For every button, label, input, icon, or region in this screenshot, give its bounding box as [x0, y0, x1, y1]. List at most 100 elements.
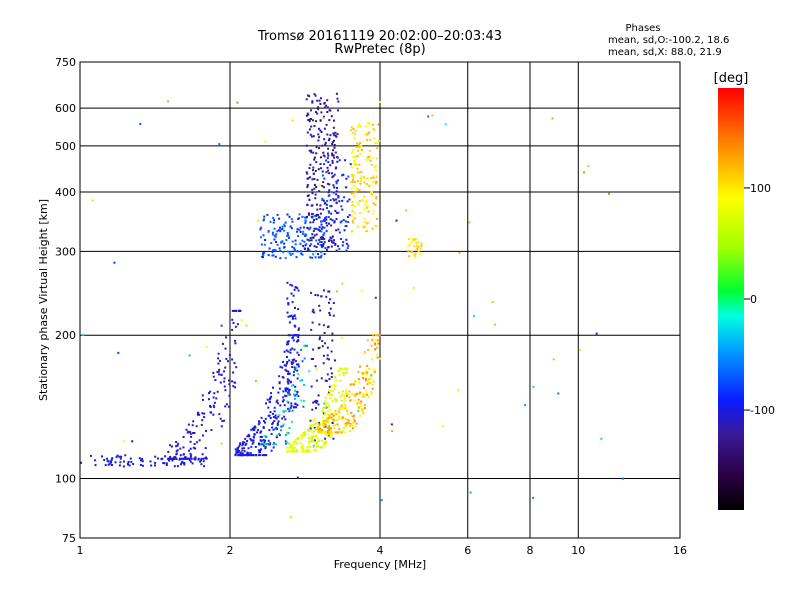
data-point: [318, 338, 321, 341]
data-point: [329, 298, 332, 301]
data-point: [237, 451, 240, 454]
data-point: [124, 454, 127, 457]
data-point: [368, 155, 371, 158]
data-point: [326, 157, 329, 160]
data-point: [289, 283, 292, 286]
data-point: [301, 444, 304, 447]
data-point: [296, 351, 299, 354]
phases-title: Phases: [625, 23, 660, 34]
data-point: [259, 431, 262, 434]
data-point: [335, 180, 338, 183]
data-point: [263, 420, 265, 423]
data-point: [376, 147, 379, 150]
data-point: [296, 442, 298, 445]
data-point: [296, 340, 298, 343]
data-point: [258, 454, 260, 457]
data-point: [333, 173, 336, 176]
data-point: [408, 238, 411, 241]
data-point: [304, 222, 307, 225]
data-point: [291, 366, 294, 368]
data-point: [311, 204, 314, 207]
data-point: [327, 210, 330, 213]
data-point: [231, 309, 234, 312]
y-tick-label: 75: [62, 532, 76, 545]
data-point: [363, 386, 365, 389]
data-point: [312, 424, 315, 427]
data-point: [491, 301, 494, 304]
data-point: [356, 180, 359, 183]
data-point: [330, 115, 333, 118]
data-point: [172, 457, 175, 460]
data-point: [356, 142, 359, 145]
data-point: [348, 198, 351, 201]
data-point: [276, 399, 279, 402]
data-point: [257, 449, 260, 452]
data-point: [198, 439, 201, 442]
data-point: [306, 238, 309, 241]
data-point: [323, 101, 326, 104]
data-point: [364, 133, 366, 136]
data-point: [272, 249, 275, 252]
data-point: [273, 420, 276, 422]
data-point: [303, 434, 305, 437]
data-point: [322, 208, 325, 211]
data-point: [293, 446, 296, 449]
data-point: [263, 251, 266, 254]
data-point: [286, 387, 289, 390]
data-point: [202, 398, 204, 401]
data-point: [361, 226, 364, 229]
x-tick-label: 8: [527, 544, 534, 557]
data-point: [263, 218, 265, 221]
data-point: [104, 464, 107, 467]
data-point: [287, 450, 289, 453]
data-point: [336, 186, 338, 189]
data-point: [368, 123, 371, 126]
data-point: [303, 240, 306, 243]
data-point: [200, 463, 203, 466]
data-point: [196, 413, 199, 416]
data-point: [289, 225, 292, 228]
data-point: [341, 416, 344, 419]
data-point: [180, 461, 183, 464]
data-point: [315, 186, 318, 188]
data-point: [334, 384, 337, 387]
data-point: [273, 410, 276, 413]
data-point: [337, 211, 340, 214]
data-point: [359, 182, 362, 185]
data-point: [311, 178, 314, 181]
data-point: [353, 161, 356, 164]
data-point: [212, 404, 215, 407]
data-point: [269, 398, 271, 401]
data-point: [249, 452, 252, 455]
data-point: [286, 431, 289, 434]
data-point: [127, 463, 130, 466]
data-point: [318, 99, 321, 102]
data-point: [323, 138, 326, 141]
data-point: [315, 407, 317, 410]
data-point: [310, 125, 313, 128]
data-point: [328, 424, 330, 427]
data-point: [306, 226, 309, 229]
data-point: [330, 205, 333, 208]
data-point: [285, 239, 288, 241]
data-point: [325, 431, 328, 434]
data-point: [223, 385, 226, 388]
data-point: [285, 369, 288, 372]
data-point: [290, 402, 293, 405]
data-point: [292, 334, 295, 337]
data-point: [305, 98, 308, 101]
data-point: [328, 378, 331, 381]
data-point: [323, 115, 325, 118]
data-point: [341, 394, 344, 396]
data-point: [262, 444, 265, 447]
data-point: [308, 149, 311, 152]
data-point: [169, 457, 172, 460]
data-point: [344, 220, 347, 223]
data-point: [205, 429, 207, 432]
data-point: [305, 144, 308, 147]
data-point: [111, 457, 114, 460]
data-point: [344, 390, 347, 393]
data-point: [232, 371, 235, 374]
data-point: [405, 209, 408, 212]
